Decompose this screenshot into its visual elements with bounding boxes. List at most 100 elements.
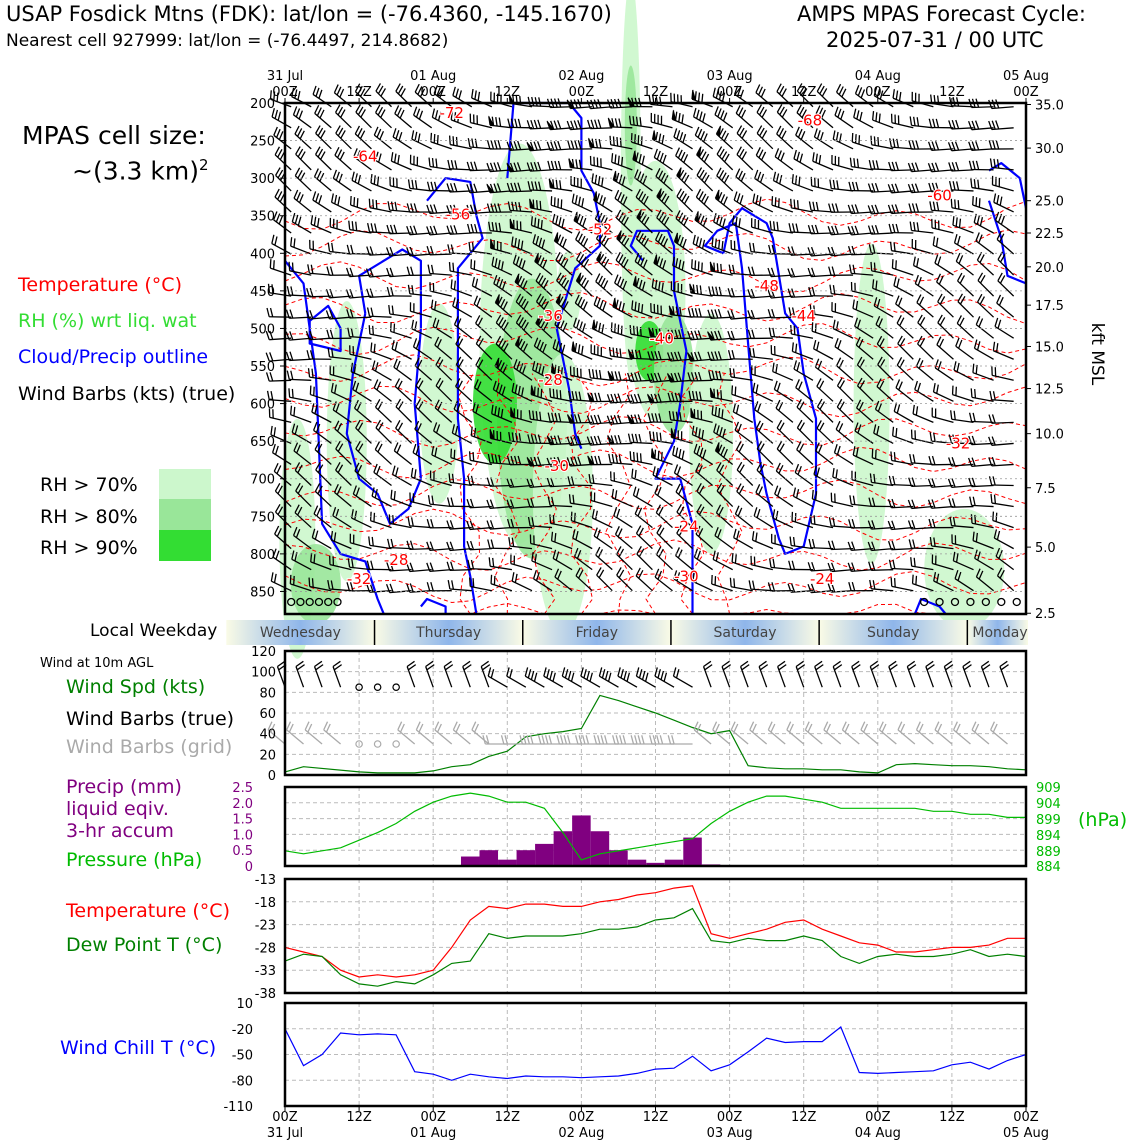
wind-barb-tick — [455, 299, 459, 309]
wind-barb-tick — [836, 357, 842, 367]
wind-barb — [369, 274, 392, 278]
wind-barb — [851, 569, 874, 572]
wind-barb — [815, 113, 834, 129]
wind-barb-tick — [658, 506, 664, 516]
wind-barb-tick — [373, 126, 379, 136]
wind-barb-tick — [397, 85, 404, 95]
wind-barb — [675, 491, 693, 508]
wind-barb-tick — [377, 443, 383, 453]
wind-barb-tick — [511, 201, 515, 211]
wind-barb — [390, 185, 412, 192]
surface-barb — [943, 666, 953, 688]
wind-barb-tick — [897, 335, 903, 345]
wind-barb-tick — [673, 464, 679, 474]
wind-barb-tick — [887, 204, 892, 214]
wind-barb — [674, 472, 693, 487]
wind-barb-tick — [815, 442, 820, 452]
wind-barb-tick — [294, 214, 299, 224]
wind-barb-tick — [577, 344, 581, 354]
hour-tick-label: 12Z — [643, 1110, 669, 1125]
wind-barb-tick — [392, 128, 397, 138]
wind-barb-tick — [908, 477, 913, 487]
wind-tick-label: 120 — [251, 645, 276, 660]
wind-barb-tick — [851, 204, 856, 214]
wind-barb — [295, 490, 312, 507]
wind-barb — [395, 406, 413, 423]
wind-barb-tick — [875, 280, 878, 290]
wind-barb-tick — [652, 466, 656, 476]
temp-tick-label: -18 — [255, 896, 276, 911]
wind-barb-tick — [489, 162, 495, 172]
wind-barb — [714, 535, 734, 550]
wind-barb-flag — [647, 393, 655, 403]
wind-barb-tick — [580, 277, 587, 287]
wind-barb-tick — [550, 160, 555, 170]
wind-barb-tick — [771, 244, 776, 254]
wind-barb — [429, 272, 452, 276]
wind-barb-tick — [952, 181, 956, 191]
wind-barb-tick — [473, 183, 478, 193]
wind-barb — [473, 303, 493, 318]
wind-barb-tick — [908, 539, 913, 549]
wind-barb-tick — [816, 130, 821, 140]
wind-barb-tick — [682, 133, 687, 143]
wind-barb-tick — [531, 96, 535, 106]
wind-barb — [273, 134, 292, 150]
wind-barb-tick — [827, 226, 832, 235]
pressure-tick-label: 200 — [250, 97, 275, 112]
wind-barb-tick — [555, 251, 561, 261]
wind-barb — [311, 536, 332, 550]
surface-barb-tick — [638, 669, 643, 679]
wind-barb — [269, 358, 292, 362]
wind-barb-tick — [650, 351, 655, 361]
wind-barb-tick — [871, 225, 876, 235]
wind-barb-tick — [617, 393, 622, 403]
wind-barb — [831, 501, 854, 508]
wind-barb-tick — [274, 445, 279, 455]
wind-barb-tick — [299, 172, 306, 181]
surface-barb-tick — [482, 664, 491, 671]
wind-barb-tick — [811, 561, 816, 571]
wind-barb-tick — [663, 195, 670, 205]
wind-barb-tick — [718, 90, 723, 100]
wind-barb — [332, 409, 352, 423]
weekday-label: Sunday — [867, 625, 919, 641]
surface-barb-tick — [543, 667, 547, 677]
wind-barb — [449, 232, 472, 235]
grid-barb-tick — [597, 735, 601, 745]
wind-barb-tick — [755, 146, 761, 156]
wind-barb — [871, 211, 894, 215]
wind-barb-tick — [754, 169, 759, 179]
wind-barb-tick — [550, 477, 555, 487]
wind-barb-tick — [477, 91, 481, 101]
wind-barb-tick — [738, 107, 744, 116]
wind-barb-tick — [683, 217, 689, 226]
wind-barb-tick — [641, 304, 644, 314]
wind-barb — [991, 399, 1014, 402]
wind-barb-tick — [337, 127, 344, 137]
wind-barb-tick — [618, 548, 625, 558]
wind-barb — [997, 259, 1015, 276]
wind-barb-tick — [467, 475, 471, 485]
wind-barb-tick — [297, 148, 304, 158]
wind-barb-tick — [701, 429, 705, 439]
wind-barb-tick — [559, 236, 564, 246]
wind-barb-tick — [291, 550, 295, 560]
wind-barb-tick — [615, 454, 619, 464]
wind-barb-tick — [575, 530, 579, 541]
wind-barb-tick — [788, 223, 792, 233]
wind-barb — [811, 569, 834, 572]
wind-barb-tick — [975, 141, 980, 151]
kft-tick-label: 15.0 — [1035, 340, 1064, 355]
wind-barb — [831, 232, 854, 236]
wind-barb — [891, 190, 914, 194]
wind-barb-tick — [657, 450, 660, 460]
wind-barb-tick — [595, 273, 601, 282]
wind-barb-tick — [683, 174, 690, 184]
wind-barb-tick — [626, 394, 632, 404]
wind-barb-tick — [540, 277, 547, 287]
wind-barb-tick — [297, 216, 302, 226]
wind-barb-tick — [615, 209, 622, 219]
wind-barb-tick — [910, 557, 913, 567]
surface-barb-tick — [926, 664, 935, 671]
